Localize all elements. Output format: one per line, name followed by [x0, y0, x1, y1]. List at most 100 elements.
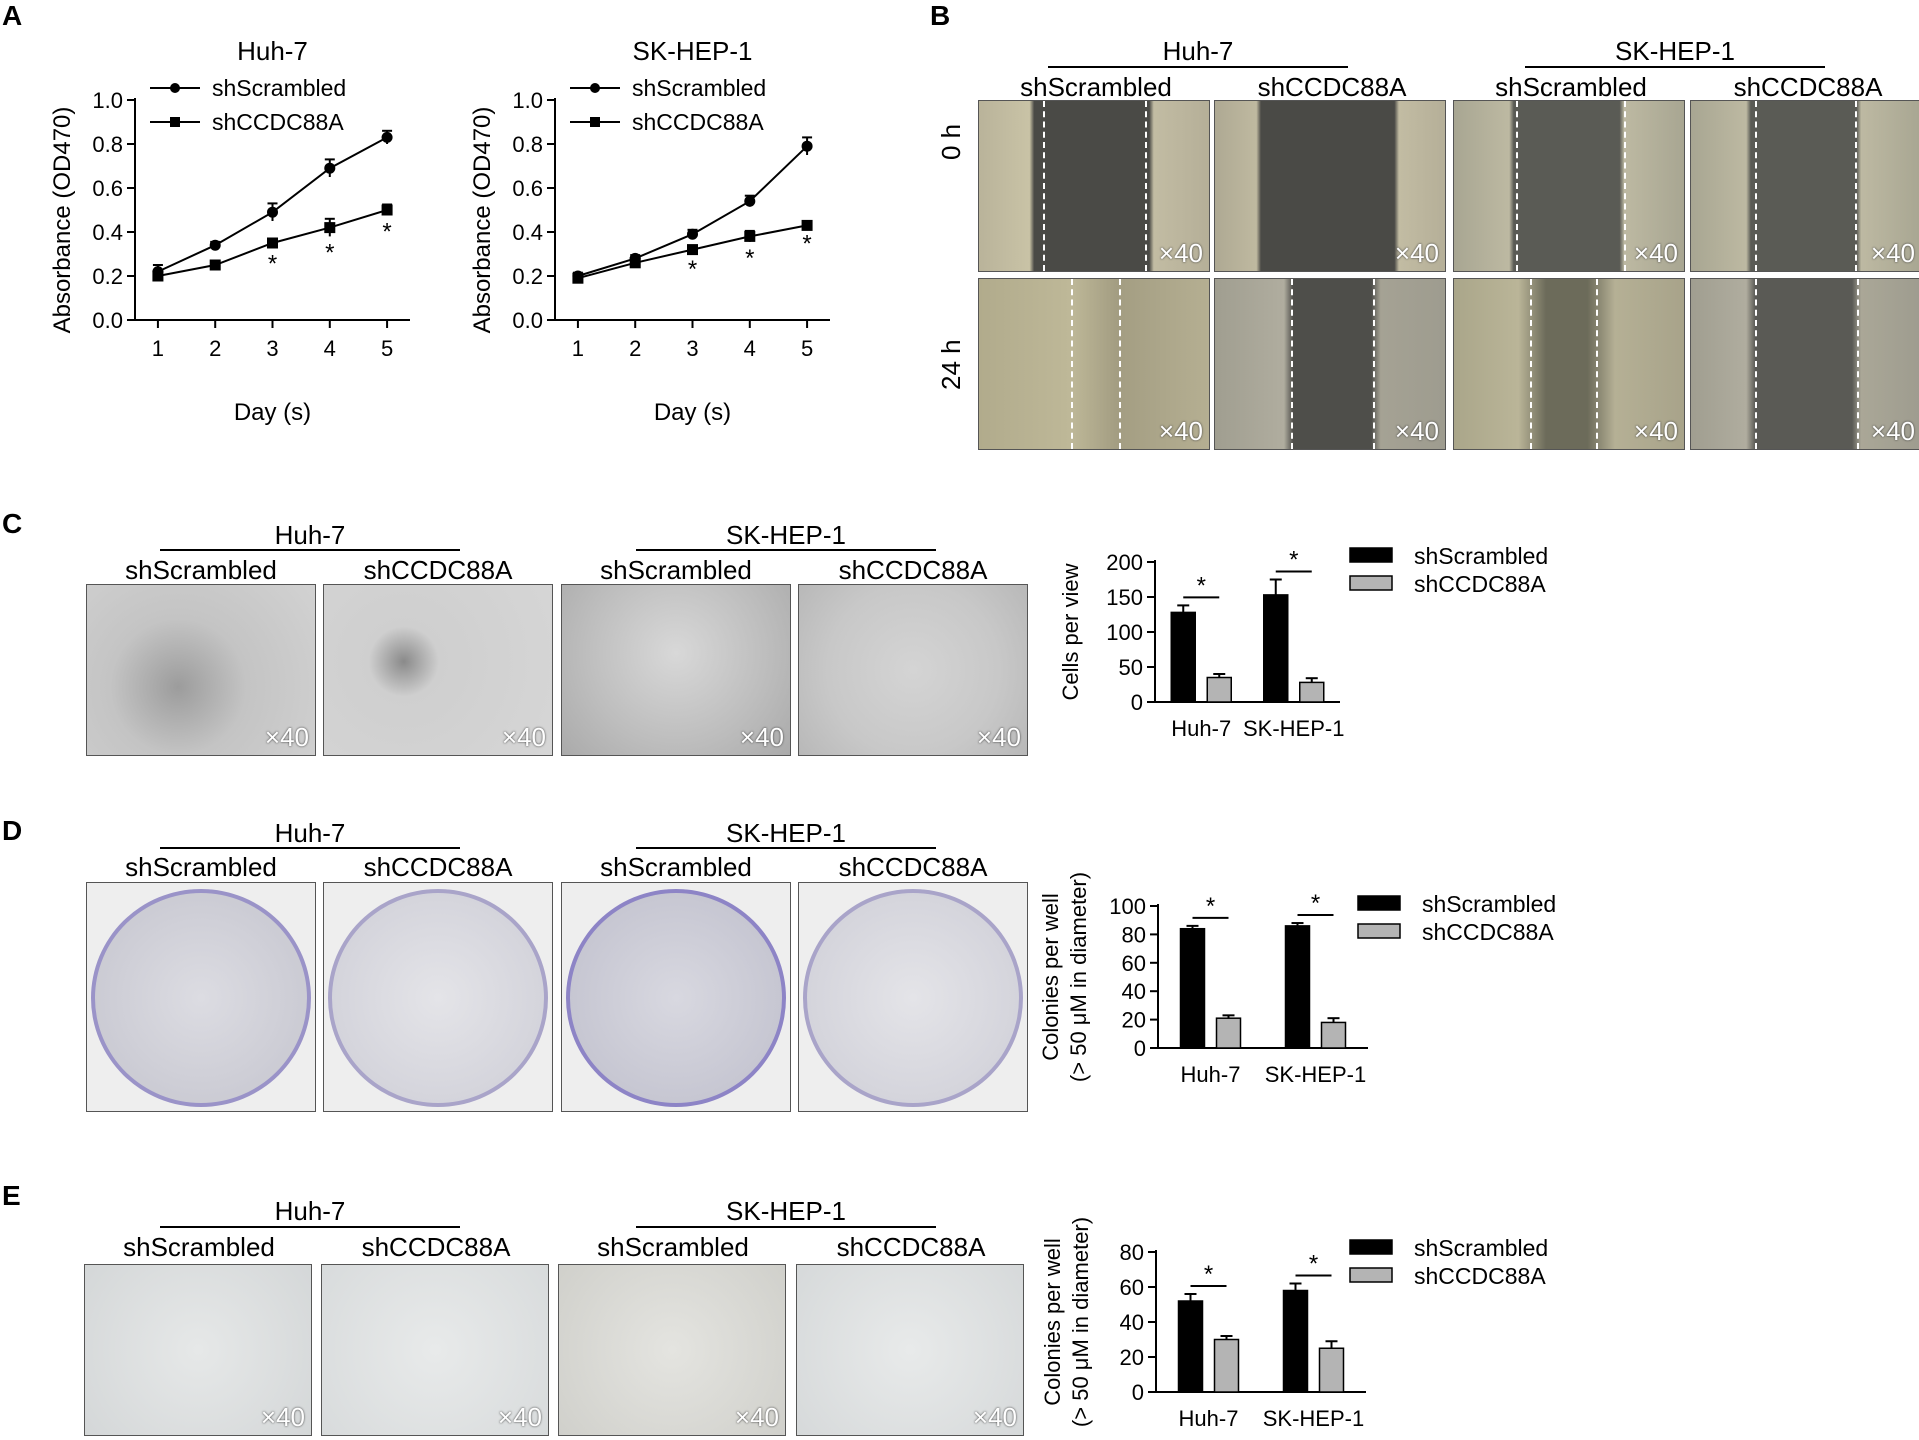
legend-label: shCCDC88A — [1422, 919, 1554, 945]
y-tick-label: 0.4 — [512, 220, 543, 245]
y-tick-label: 50 — [1119, 655, 1143, 680]
y-tick-label: 0.2 — [512, 264, 543, 289]
x-tick-label: Huh-7 — [1179, 1406, 1239, 1431]
bar-shCCDC88A-SK-HEP-1 — [1318, 1347, 1345, 1393]
x-tick-label: Huh-7 — [1171, 716, 1231, 741]
legend-marker — [590, 117, 600, 127]
significance-star: * — [382, 219, 391, 246]
legend-swatch — [1349, 575, 1393, 591]
d-cond-3: shScrambled — [600, 852, 752, 882]
wound-photo-skhep-sh-24h: ×40 — [1690, 278, 1919, 450]
e-cond-4: shCCDC88A — [836, 1232, 986, 1262]
significance-star: * — [1204, 1261, 1213, 1288]
data-point — [381, 204, 393, 216]
y-tick-label: 0.4 — [92, 220, 123, 245]
significance-star: * — [802, 231, 811, 258]
y-tick-label: 100 — [1106, 620, 1143, 645]
data-point — [629, 257, 641, 269]
bar-shScrambled-Huh-7 — [1177, 1300, 1204, 1393]
y-tick-label: 40 — [1122, 979, 1146, 1004]
wound-photo-huh7-scr-0h: ×40 — [978, 100, 1210, 272]
significance-star: * — [1206, 893, 1215, 920]
colony-dish-skhep-sh — [798, 882, 1028, 1112]
d-cond-1: shScrambled — [125, 852, 277, 882]
x-tick-label: 1 — [152, 336, 164, 361]
legend-label: shScrambled — [632, 75, 766, 101]
wound-photo-huh7-sh-24h: ×40 — [1214, 278, 1446, 450]
c-line-label-huh7: Huh-7 — [274, 520, 346, 550]
magnification-label: ×40 — [734, 1402, 779, 1432]
magnification-label: ×40 — [1870, 416, 1915, 446]
magnification-label: ×40 — [1870, 238, 1915, 268]
significance-star: * — [745, 245, 754, 272]
b-row-0h: 0 h — [936, 123, 966, 160]
invasion-photo-huh7-sh: ×40 — [323, 584, 553, 756]
x-tick-label: SK-HEP-1 — [1263, 1406, 1364, 1431]
x-tick-label: 2 — [209, 336, 221, 361]
wound-photo-skhep-sh-0h: ×40 — [1690, 100, 1919, 272]
significance-star: * — [1311, 890, 1320, 917]
y-tick-label: 0.2 — [92, 264, 123, 289]
magnification-label: ×40 — [1633, 416, 1678, 446]
colony-dish-huh7-scr — [86, 882, 316, 1112]
x-tick-label: SK-HEP-1 — [1265, 1062, 1366, 1087]
bar-shScrambled-SK-HEP-1 — [1282, 1289, 1309, 1393]
data-point — [801, 140, 813, 152]
legend-marker — [170, 117, 180, 127]
y-tick-label: 1.0 — [92, 88, 123, 113]
e-cond-2: shCCDC88A — [361, 1232, 511, 1262]
d-line-rule-huh7 — [160, 847, 460, 849]
data-point — [744, 230, 756, 242]
y-tick-label: 150 — [1106, 585, 1143, 610]
bar-shCCDC88A-Huh-7 — [1213, 1338, 1240, 1393]
wound-photo-huh7-scr-24h: ×40 — [978, 278, 1210, 450]
y-tick-label: 80 — [1122, 922, 1146, 947]
data-point — [572, 272, 584, 284]
y-axis-label: Colonies per well — [1040, 1238, 1065, 1406]
legend-swatch — [1349, 547, 1393, 563]
y-tick-label: 20 — [1122, 1008, 1146, 1033]
y-tick-label: 0.6 — [92, 176, 123, 201]
magnification-label: ×40 — [260, 1402, 305, 1432]
invasion-photo-skhep-sh: ×40 — [798, 584, 1028, 756]
y-tick-label: 80 — [1120, 1240, 1144, 1265]
magnification-label: ×40 — [972, 1402, 1017, 1432]
colony-dish-skhep-scr — [561, 882, 791, 1112]
data-point — [267, 237, 278, 249]
significance-star: * — [325, 239, 334, 266]
significance-star: * — [688, 256, 697, 283]
d-cond-4: shCCDC88A — [838, 852, 988, 882]
y-axis-label: (> 50 μM in diameter) — [1068, 1217, 1093, 1427]
d-cond-2: shCCDC88A — [363, 852, 513, 882]
panel-letter-e: E — [2, 1180, 21, 1211]
significance-star: * — [268, 250, 277, 277]
magnification-label: ×40 — [501, 722, 546, 752]
y-tick-label: 0 — [1132, 1380, 1144, 1405]
significance-star: * — [1197, 572, 1206, 599]
y-axis-label: Absorbance (OD470) — [49, 107, 76, 334]
bar-shScrambled-Huh-7 — [1179, 927, 1206, 1049]
wound-photo-skhep-scr-24h: ×40 — [1453, 278, 1685, 450]
x-tick-label: 4 — [744, 336, 756, 361]
line-chart-skhep1: SK-HEP-1 0.0 0.2 0.4 0.6 0.8 1.0 1 2 3 4 5 Day (s) Ab… — [469, 36, 830, 426]
c-line-rule-huh7 — [160, 549, 460, 551]
y-axis-label: (> 50 μM in diameter) — [1066, 872, 1091, 1082]
wound-photo-skhep-scr-0h: ×40 — [1453, 100, 1685, 272]
significance-star: * — [1289, 547, 1298, 574]
wound-photo-huh7-sh-0h: ×40 — [1214, 100, 1446, 272]
y-tick-label: 0.0 — [512, 308, 543, 333]
chart-title: Huh-7 — [237, 36, 308, 66]
y-tick-label: 0 — [1134, 1036, 1146, 1061]
c-line-label-skhep1: SK-HEP-1 — [726, 520, 846, 550]
x-tick-label: 5 — [801, 336, 813, 361]
magnification-label: ×40 — [264, 722, 309, 752]
bar-shScrambled-SK-HEP-1 — [1263, 594, 1289, 703]
magnification-label: ×40 — [739, 722, 784, 752]
bar-shCCDC88A-Huh-7 — [1215, 1017, 1242, 1049]
data-point — [324, 222, 336, 234]
legend-swatch — [1349, 1267, 1393, 1283]
bar-chart-colonies-d: 0 20 40 60 80 100 Colonies per well (> 50 μM in… — [1038, 872, 1556, 1087]
d-line-label-skhep1: SK-HEP-1 — [726, 818, 846, 848]
bar-shCCDC88A-Huh-7 — [1206, 676, 1232, 703]
b-cond-3: shScrambled — [1495, 72, 1647, 102]
